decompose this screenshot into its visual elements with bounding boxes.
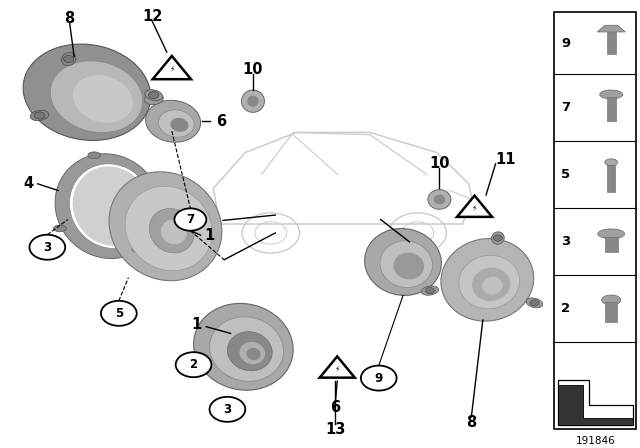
Circle shape [426,288,435,294]
Ellipse shape [109,172,222,281]
Ellipse shape [246,348,260,360]
Circle shape [63,56,74,63]
Ellipse shape [61,52,76,66]
Text: 13: 13 [325,422,346,437]
Circle shape [209,397,245,422]
Text: ⚡: ⚡ [335,364,340,373]
Ellipse shape [23,44,150,140]
Polygon shape [457,196,492,217]
Ellipse shape [421,286,438,295]
Text: 9: 9 [561,37,570,50]
Ellipse shape [241,90,264,112]
Polygon shape [153,56,191,79]
Ellipse shape [239,342,265,364]
Ellipse shape [482,277,502,294]
Text: 5: 5 [115,307,123,320]
Polygon shape [557,385,633,425]
Circle shape [35,112,45,119]
Ellipse shape [54,225,67,232]
Ellipse shape [88,152,100,159]
Ellipse shape [365,228,442,295]
Ellipse shape [600,90,623,99]
Text: 10: 10 [429,156,450,171]
Ellipse shape [70,164,153,249]
Text: 11: 11 [495,152,515,167]
Text: 2: 2 [561,302,570,315]
Ellipse shape [170,118,189,132]
Text: 8: 8 [466,415,476,430]
Text: 6: 6 [216,114,226,129]
Ellipse shape [55,154,161,258]
Ellipse shape [193,303,293,390]
Text: 12: 12 [142,9,162,24]
Text: 191846: 191846 [575,435,615,446]
Text: 3: 3 [561,235,570,248]
Text: 10: 10 [243,62,263,78]
Polygon shape [597,25,625,32]
Text: 7: 7 [186,213,195,226]
Ellipse shape [145,93,163,105]
Polygon shape [320,357,355,378]
Ellipse shape [227,332,272,371]
Polygon shape [557,380,633,425]
Text: 3: 3 [223,403,232,416]
Polygon shape [607,165,615,192]
Polygon shape [605,237,618,252]
Ellipse shape [605,159,618,166]
Ellipse shape [145,90,163,100]
Ellipse shape [161,220,187,244]
Ellipse shape [434,194,445,204]
Circle shape [29,235,65,260]
Text: 3: 3 [44,241,51,254]
Ellipse shape [210,317,284,381]
Ellipse shape [73,75,133,123]
Ellipse shape [526,298,543,308]
Polygon shape [605,302,617,322]
FancyBboxPatch shape [554,12,636,430]
Ellipse shape [51,61,143,133]
Ellipse shape [394,253,424,280]
Ellipse shape [492,232,504,244]
Ellipse shape [132,246,145,253]
Text: 2: 2 [189,358,198,371]
Circle shape [493,235,502,241]
Ellipse shape [441,239,534,321]
Ellipse shape [598,229,625,239]
Ellipse shape [459,255,520,309]
Ellipse shape [159,110,194,137]
Circle shape [101,301,137,326]
Text: 5: 5 [561,168,570,181]
Text: ⚡: ⚡ [169,65,175,73]
Ellipse shape [125,186,212,271]
Text: 1: 1 [191,317,202,332]
Ellipse shape [73,167,150,246]
Ellipse shape [30,110,49,121]
Text: 1: 1 [204,228,214,243]
Text: 8: 8 [65,11,75,26]
Circle shape [530,300,539,306]
Circle shape [361,366,397,391]
Circle shape [148,91,159,99]
Circle shape [175,352,211,377]
Ellipse shape [247,95,259,107]
Ellipse shape [472,267,510,301]
Text: 9: 9 [374,371,383,384]
Ellipse shape [428,190,451,209]
Text: 7: 7 [561,101,570,114]
Text: 6: 6 [330,400,340,414]
Ellipse shape [145,100,201,142]
Text: ⚡: ⚡ [472,203,477,212]
Ellipse shape [149,208,195,253]
Circle shape [174,208,206,231]
Ellipse shape [602,295,621,305]
Ellipse shape [380,241,433,288]
Text: 4: 4 [23,177,33,191]
Polygon shape [607,97,616,121]
Polygon shape [607,32,616,54]
